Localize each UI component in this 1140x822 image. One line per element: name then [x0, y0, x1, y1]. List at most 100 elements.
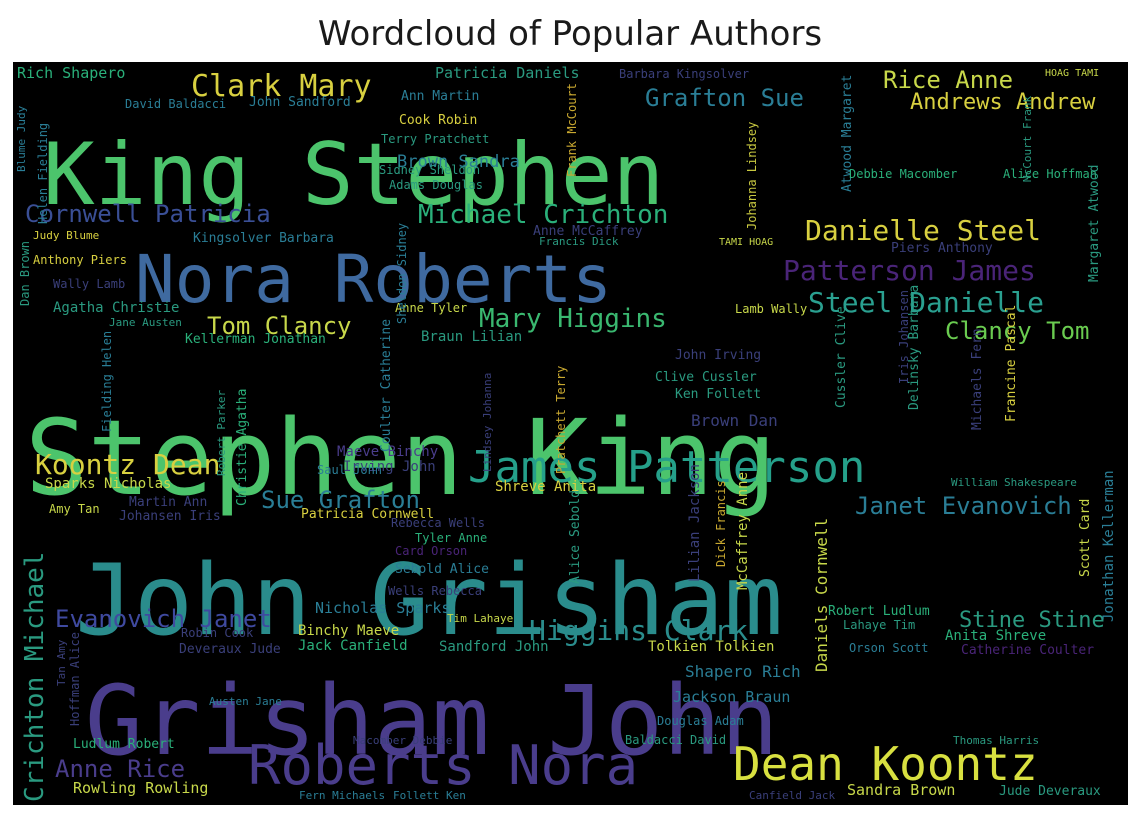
wordcloud-word: Jonathan Kellerman: [1101, 470, 1117, 622]
wordcloud-word: David Baldacci: [125, 97, 226, 111]
wordcloud-word: Dan Brown: [18, 241, 32, 306]
wordcloud-word: Piers Anthony: [891, 241, 993, 256]
wordcloud-word: William Shakespeare: [951, 476, 1077, 489]
wordcloud-word: Ludlum Robert: [73, 737, 175, 752]
wordcloud-word: Cornwell Patricia: [25, 200, 271, 228]
wordcloud-word: Dean Koontz: [733, 737, 1038, 791]
wordcloud-word: Grisham John: [85, 665, 779, 777]
wordcloud-word: Lamb Wally: [735, 302, 807, 316]
wordcloud-word: Judy Blume: [33, 229, 99, 242]
wordcloud-word: Orson Scott: [849, 641, 928, 655]
wordcloud-word: Macomber Debbie: [353, 734, 452, 747]
wordcloud-word: Lahaye Tim: [843, 618, 915, 632]
wordcloud-word: Atwood Margaret: [840, 75, 855, 192]
wordcloud-word: Tolkien Tolkien: [648, 639, 774, 655]
wordcloud-word: Barbara Kingsolver: [619, 67, 749, 81]
wordcloud-word: Mary Higgins: [479, 304, 667, 334]
wordcloud-word: HOAG TAMI: [1045, 68, 1099, 79]
wordcloud-word: Adams Douglas: [389, 178, 483, 192]
wordcloud-word: Austen Jane: [209, 695, 282, 708]
wordcloud-word: Lindsey Johanna: [481, 373, 494, 472]
wordcloud-word: Lilian Jackson: [687, 464, 703, 582]
wordcloud-word: Shreve Anita: [495, 479, 596, 495]
wordcloud-word: Scott Card: [1078, 499, 1093, 577]
wordcloud-word: Margaret Atwood: [1087, 165, 1102, 282]
wordcloud-word: Sandford John: [439, 639, 549, 655]
wordcloud-word: Fielding Helen: [100, 331, 114, 432]
wordcloud-word: Rebecca Wells: [391, 516, 485, 530]
wordcloud-word: Rich Shapero: [17, 64, 125, 82]
wordcloud-word: Maeve Binchy: [337, 444, 438, 460]
wordcloud-word: Fern Michaels: [299, 789, 385, 802]
wordcloud-word: Anita Shreve: [945, 628, 1046, 644]
wordcloud-canvas: King Stephen Stephen King John Grisham Gris…: [13, 62, 1128, 805]
wordcloud-word: Alice Hoffman: [1003, 167, 1097, 181]
wordcloud-word: McCaffrey Anne: [735, 472, 751, 590]
wordcloud-word: Steel Danielle: [808, 286, 1044, 319]
wordcloud-word: Iris Johansen: [897, 290, 911, 384]
wordcloud-word: Anne McCaffrey: [533, 224, 643, 239]
wordcloud-word: Crichton Michael: [20, 552, 50, 802]
wordcloud-word: Brown Sandra: [397, 152, 520, 172]
wordcloud-word: Follett Ken: [393, 789, 466, 802]
wordcloud-word: Cussler Clive: [834, 306, 849, 408]
wordcloud-word: Braun Lilian: [421, 329, 522, 345]
wordcloud-word: Baldacci David: [625, 733, 726, 747]
wordcloud-word: Shapero Rich: [685, 662, 801, 681]
wordcloud-word: Tyler Anne: [415, 531, 487, 545]
wordcloud-word: Helen Fielding: [36, 123, 50, 224]
wordcloud-word: Robert Ludlum: [828, 604, 930, 619]
wordcloud-word: Ann Martin: [401, 89, 479, 104]
wordcloud-word: Wally Lamb: [53, 277, 125, 291]
wordcloud-word: Douglas Adam: [657, 714, 744, 728]
wordcloud-word: Patricia Daniels: [435, 64, 580, 82]
wordcloud-word: Ken Follett: [675, 387, 761, 402]
wordcloud-word: Saul John: [317, 463, 382, 477]
wordcloud-word: Dick Francis: [714, 480, 728, 567]
wordcloud-word: Johanna Lindsey: [745, 122, 759, 230]
wordcloud-word: Jane Austen: [109, 316, 182, 329]
wordcloud-word: Frank McCourt: [565, 83, 579, 177]
wordcloud-word: Michaels Fern: [970, 328, 985, 430]
wordcloud-word: Grafton Sue: [645, 84, 804, 112]
wordcloud-word: Tan Amy: [55, 639, 68, 686]
wordcloud-word: Blume Judy: [15, 105, 28, 172]
wordcloud-word: Daniels Cornwell: [812, 518, 831, 672]
wordcloud-word: Higgins Clark: [529, 614, 748, 647]
wordcloud-word: Jude Deveraux: [999, 784, 1101, 799]
wordcloud-word: Deveraux Jude: [179, 642, 281, 657]
wordcloud-word: Anne Rice: [55, 755, 185, 783]
wordcloud-word: Tom Clancy: [207, 312, 352, 340]
wordcloud-word: Kellerman Jonathan: [185, 332, 326, 347]
wordcloud-word: Danielle Steel: [805, 214, 1041, 247]
wordcloud-word: Irving John: [343, 459, 436, 475]
wordcloud-word: Anne Tyler: [395, 301, 467, 315]
wordcloud-word: Sheldon Sidney: [395, 223, 409, 324]
wordcloud-word: Sebold Alice: [395, 562, 489, 577]
wordcloud-word: Delinsky Barbara: [907, 285, 922, 410]
wordcloud-word: Sparks Nicholas: [45, 476, 171, 492]
wordcloud-word: Nicholas Sparks: [315, 599, 450, 617]
wordcloud-word: John Grisham: [75, 544, 783, 658]
wordcloud-word: King Stephen: [43, 125, 664, 225]
wordcloud-word: Andrews Andrew: [910, 90, 1096, 115]
wordcloud-word: Martin Ann: [129, 495, 207, 510]
wordcloud-word: Michael Crichton: [418, 200, 668, 230]
wordcloud-word: Jack Canfield: [298, 638, 408, 654]
wordcloud-word: John Irving: [675, 348, 761, 363]
wordcloud-word: Rowling Rowling: [73, 779, 208, 797]
wordcloud-word: Clancy Tom: [945, 317, 1090, 345]
wordcloud-word: Evanovich Janet: [55, 605, 272, 633]
wordcloud-word: Anthony Piers: [33, 253, 127, 267]
wordcloud-word: Roberts Nora: [248, 734, 638, 797]
wordcloud-word: Catherine Coulter: [961, 643, 1094, 658]
wordcloud-word: Thomas Harris: [953, 734, 1039, 747]
wordcloud-word: Wells Rebecca: [388, 584, 482, 598]
wordcloud-word: James Patterson: [468, 442, 865, 493]
wordcloud-word: Koontz Dean: [35, 448, 220, 481]
wordcloud-word: Amy Tan: [49, 502, 100, 516]
wordcloud-word: Janet Evanovich: [855, 492, 1072, 520]
wordcloud-word: Johansen Iris: [119, 509, 221, 524]
wordcloud-word: Tim Lahaye: [447, 612, 513, 625]
wordcloud-word: McCourt Frank: [1021, 96, 1034, 182]
